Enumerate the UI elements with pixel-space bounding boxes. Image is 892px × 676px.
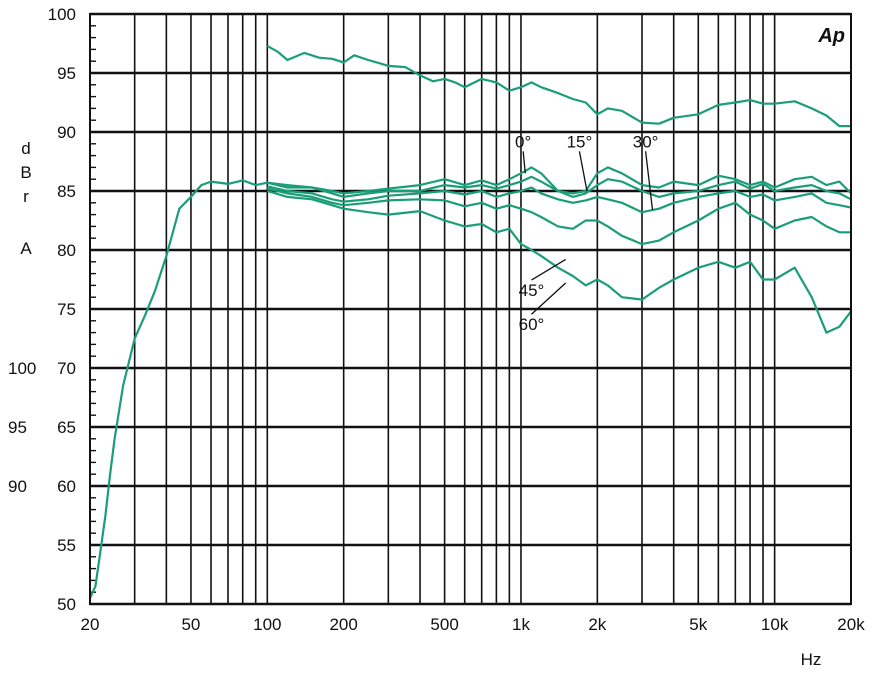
annotation-leaders [522, 151, 654, 315]
y-tick-label: 50 [57, 595, 76, 614]
annotation-leader [531, 282, 567, 315]
annotation-leader [522, 151, 526, 174]
series-line-1 [267, 175, 852, 201]
y-axis-label-char: B [20, 163, 31, 182]
angle-annotation: 60° [519, 315, 545, 334]
y-tick-label: 60 [57, 477, 76, 496]
series-layer [88, 44, 852, 599]
y-axis-label-char: r [23, 187, 29, 206]
axis-labels: 50 55 60 65 70 75 80 85 90 95 100 90 95 100 20 50 100 200… [8, 5, 865, 669]
x-axis-unit: Hz [801, 650, 822, 669]
x-tick-label: 10k [761, 615, 789, 634]
y-tick-label: 100 [48, 5, 76, 24]
series-line-0 [88, 166, 852, 599]
x-tick-label: 100 [253, 615, 281, 634]
y-tick-label: 65 [57, 418, 76, 437]
y-tick-label: 55 [57, 536, 76, 555]
y-tick-label: 85 [57, 182, 76, 201]
secondary-y-tick-label: 90 [8, 477, 27, 496]
y-tick-label: 80 [57, 241, 76, 260]
y-tick-label: 95 [57, 64, 76, 83]
y-tick-label: 70 [57, 359, 76, 378]
plot-frame [89, 13, 852, 605]
x-tick-label: 1k [512, 615, 530, 634]
secondary-y-tick-label: 95 [8, 418, 27, 437]
series-line-5 [266, 44, 851, 128]
ap-logo: Ap [817, 25, 845, 47]
secondary-y-tick-label: 100 [8, 359, 36, 378]
y-axis-label-char: A [20, 239, 32, 258]
x-tick-label: 5k [689, 615, 707, 634]
angle-annotation: 0° [515, 132, 531, 151]
x-tick-label: 200 [329, 615, 357, 634]
x-tick-label: 2k [588, 615, 606, 634]
y-tick-label: 90 [57, 123, 76, 142]
annotation-leader [644, 151, 654, 210]
angle-annotation: 45° [519, 281, 545, 300]
angle-annotation: 15° [567, 132, 593, 151]
x-tick-label: 20 [81, 615, 100, 634]
angle-annotation: 30° [633, 132, 659, 151]
annotation-leader [578, 151, 588, 192]
x-tick-label: 50 [181, 615, 200, 634]
series-line-3 [267, 187, 851, 246]
x-tick-label: 20k [837, 615, 865, 634]
y-tick-label: 75 [57, 300, 76, 319]
y-axis-label-char: d [21, 139, 30, 158]
x-tick-label: 500 [430, 615, 458, 634]
annotation-leader [531, 258, 566, 281]
series-line-4 [266, 189, 852, 334]
series-line-2 [267, 185, 852, 214]
